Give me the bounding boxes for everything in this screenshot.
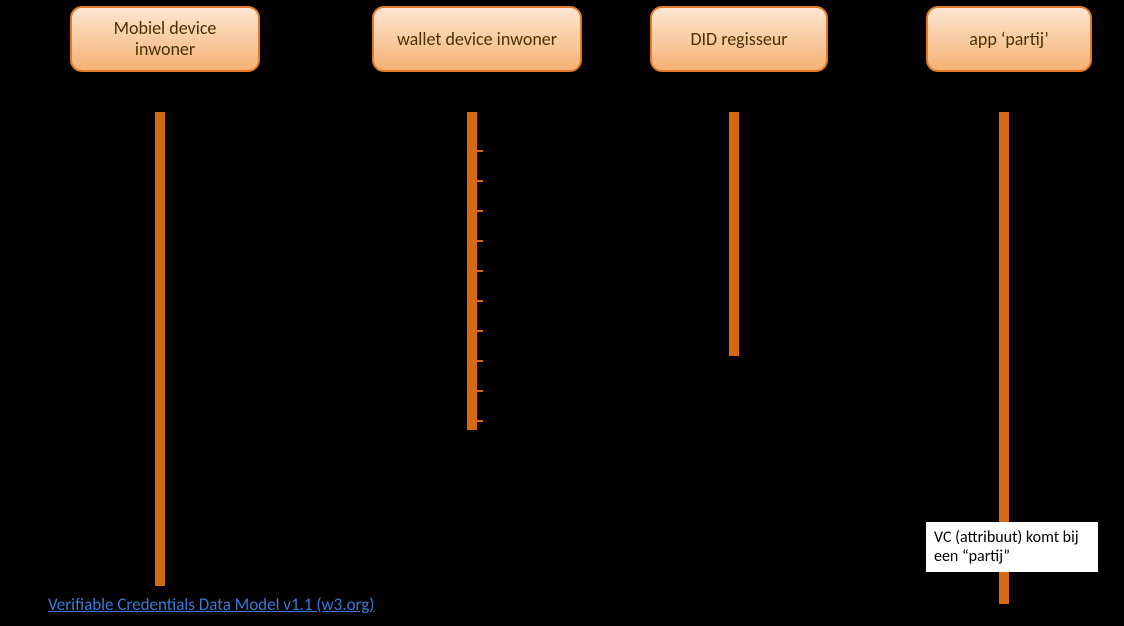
lane-label: app ‘partij’ xyxy=(969,29,1048,50)
lane-node-mobiel: Mobiel device inwoner xyxy=(70,6,260,72)
lifeline-tick xyxy=(477,330,483,332)
lifeline-wallet xyxy=(467,112,477,430)
sequence-diagram: { "diagram": { "type": "sequence-lifelin… xyxy=(0,0,1124,626)
lifeline-tick xyxy=(477,210,483,212)
lifeline-mobiel xyxy=(155,112,165,586)
lane-label: Mobiel device inwoner xyxy=(82,18,248,59)
lifeline-tick xyxy=(477,390,483,392)
lane-node-app: app ‘partij’ xyxy=(926,6,1092,72)
lifeline-tick xyxy=(477,270,483,272)
w3c-vc-link[interactable]: Verifiable Credentials Data Model v1.1 (… xyxy=(48,594,374,615)
lane-node-wallet: wallet device inwoner xyxy=(372,6,582,72)
note-text: VC (attribuut) komt bij een “partij” xyxy=(934,528,1079,566)
lane-label: DID regisseur xyxy=(690,29,787,50)
lifeline-tick xyxy=(477,360,483,362)
note-vc-attribuut: VC (attribuut) komt bij een “partij” xyxy=(926,522,1098,572)
lane-node-did: DID regisseur xyxy=(650,6,828,72)
lifeline-did xyxy=(729,112,739,356)
lifeline-tick xyxy=(477,240,483,242)
lifeline-tick xyxy=(477,150,483,152)
link-text: Verifiable Credentials Data Model v1.1 (… xyxy=(48,594,374,615)
lifeline-tick xyxy=(477,420,483,422)
lifeline-tick xyxy=(477,180,483,182)
lane-label: wallet device inwoner xyxy=(397,29,557,50)
lifeline-tick xyxy=(477,300,483,302)
